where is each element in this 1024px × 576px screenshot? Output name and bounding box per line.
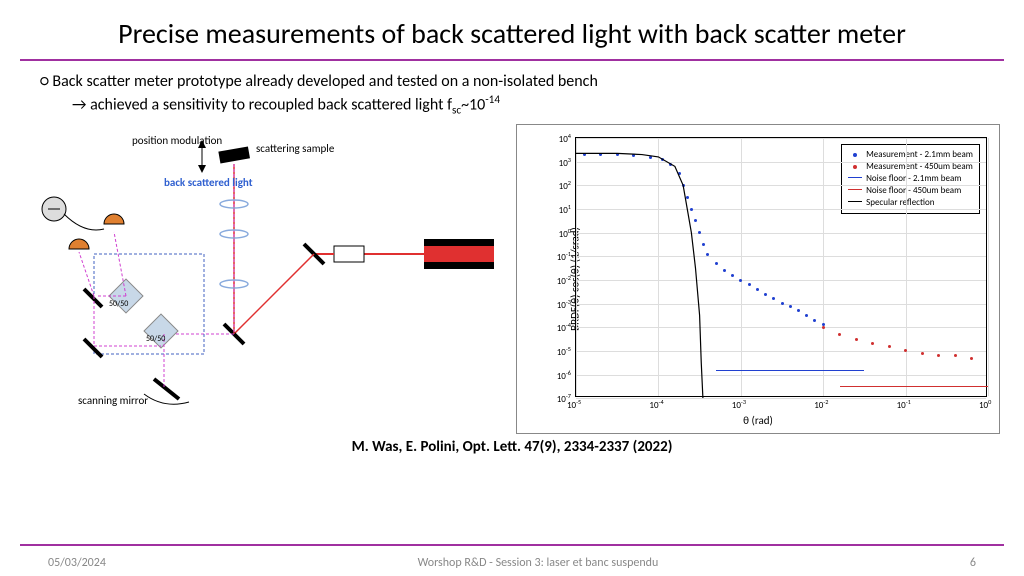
bullet-sup: -14 (485, 93, 500, 107)
bullet-line-2: → achieved a sensitivity to recoupled ba… (40, 93, 984, 119)
label-scanning-mirror: scanning mirror (78, 394, 148, 407)
footer-rule (20, 544, 1004, 546)
footer: 05/03/2024 Worshop R&D - Session 3: lase… (0, 556, 1024, 570)
label-scattering-sample: scattering sample (256, 142, 334, 155)
optical-diagram: position modulation scattering sample ba… (24, 124, 504, 434)
chart-xlabel: θ (rad) (743, 414, 773, 427)
chart-plot-area: Measurement - 2.1mm beamMeasurement - 45… (575, 137, 987, 397)
label-back-scattered: back scattered light (164, 176, 253, 189)
label-position-modulation: position modulation (132, 134, 222, 147)
footer-page: 6 (970, 556, 976, 570)
brdf-chart: BRDF(θ) cos(θ) (1/srad) θ (rad) Measurem… (516, 124, 1000, 434)
label-bs-1: 50/50 (109, 299, 128, 309)
footer-session: Worshop R&D - Session 3: laser et banc s… (418, 556, 659, 570)
page-title: Precise measurements of back scattered l… (0, 0, 1024, 59)
bullet-text-2: ~10 (461, 95, 485, 114)
diagram-svg (24, 124, 504, 424)
bullet-line-1: Back scatter meter prototype already dev… (40, 71, 984, 93)
bullet-block: Back scatter meter prototype already dev… (0, 71, 1024, 118)
bullet-sub: sc (452, 103, 461, 117)
bullet-text: → achieved a sensitivity to recoupled ba… (72, 95, 452, 114)
title-rule (20, 59, 1004, 61)
label-bs-2: 50/50 (146, 334, 165, 344)
footer-date: 05/03/2024 (48, 556, 106, 570)
citation: M. Was, E. Polini, Opt. Lett. 47(9), 233… (0, 438, 1024, 456)
